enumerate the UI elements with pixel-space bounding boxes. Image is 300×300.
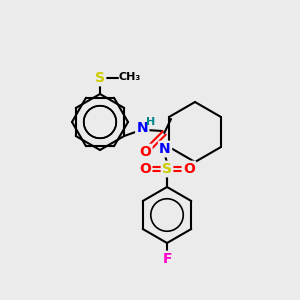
Text: O: O xyxy=(139,145,151,159)
Text: N: N xyxy=(136,121,148,135)
Text: O: O xyxy=(183,162,195,176)
Text: S: S xyxy=(162,162,172,176)
Text: O: O xyxy=(139,162,151,176)
Text: N: N xyxy=(159,142,171,156)
Text: F: F xyxy=(162,252,172,266)
Text: H: H xyxy=(146,117,155,127)
Text: CH₃: CH₃ xyxy=(119,72,141,82)
Text: S: S xyxy=(95,71,105,85)
